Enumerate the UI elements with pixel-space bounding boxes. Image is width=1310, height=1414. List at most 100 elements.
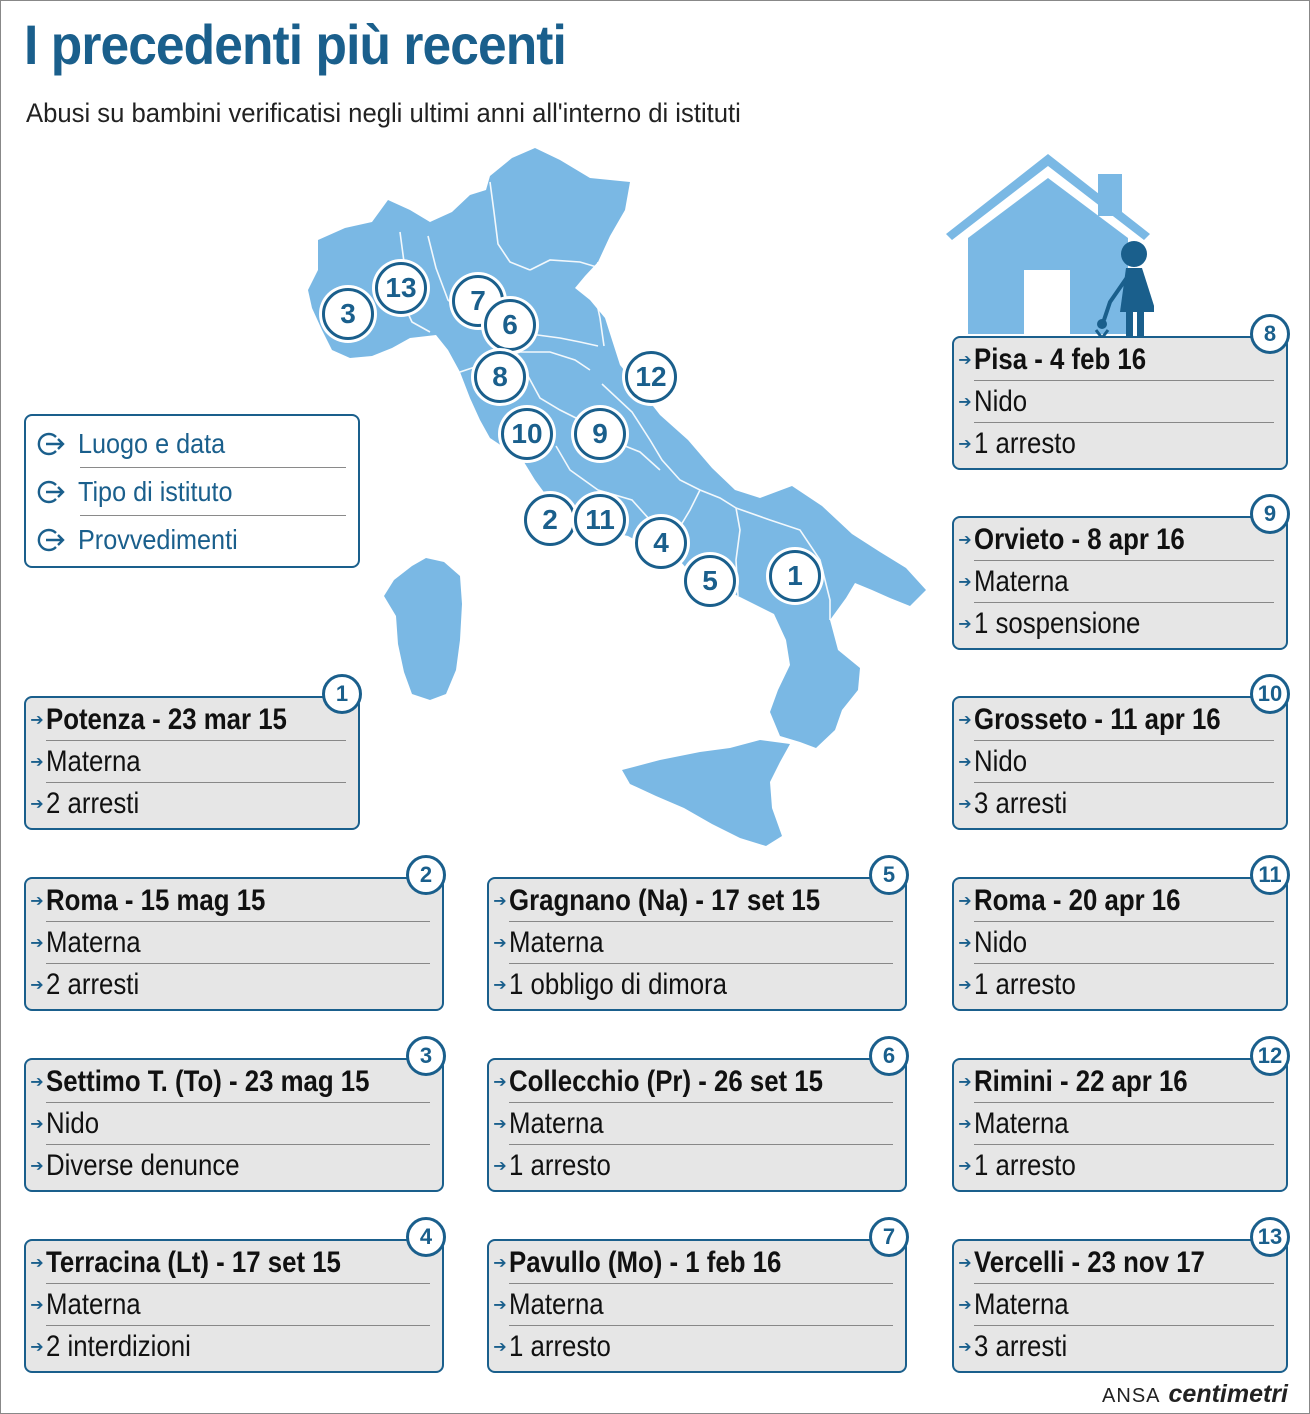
card-divider [509,1144,893,1145]
case-number-badge: 7 [869,1217,909,1257]
case-place: Terracina (Lt) - 17 set 15 [46,1246,341,1279]
case-number-badge: 9 [1250,494,1290,534]
case-measure: Diverse denunce [46,1149,240,1182]
card-divider [46,963,430,964]
card-divider [509,1325,893,1326]
case-measure: 1 arresto [974,427,1076,460]
map-pin-9[interactable]: 9 [574,408,626,460]
case-card-3: ➔ Settimo T. (To) - 23 mag 15 ➔ Nido ➔ Dive… [24,1036,446,1192]
arrow-icon: ➔ [30,1116,44,1133]
legend-label-type: Tipo di istituto [78,476,233,507]
arrow-icon: ➔ [958,352,972,369]
arrow-circle-icon [37,480,65,504]
card-divider [974,921,1274,922]
case-card-9: ➔ Orvieto - 8 apr 16 ➔ Materna ➔ 1 sospensi… [952,494,1290,650]
case-number-badge: 5 [869,855,909,895]
arrow-icon: ➔ [30,1339,44,1356]
arrow-icon: ➔ [30,796,44,813]
card-divider [46,1283,430,1284]
case-place: Potenza - 23 mar 15 [46,703,287,736]
case-type: Materna [509,1107,604,1140]
case-card-7: ➔ Pavullo (Mo) - 1 feb 16 ➔ Materna ➔ 1 arr… [487,1217,909,1373]
map-pin-2[interactable]: 2 [524,494,576,546]
credit-brand: centimetri [1168,1380,1288,1408]
italy-map [308,148,926,846]
case-type: Materna [974,565,1069,598]
map-pin-8[interactable]: 8 [474,351,526,403]
map-pin-1[interactable]: 1 [769,550,821,602]
arrow-icon: ➔ [493,1255,507,1272]
card-divider [974,963,1274,964]
case-card-10: ➔ Grosseto - 11 apr 16 ➔ Nido ➔ 3 arresti 1… [952,674,1290,830]
arrow-icon: ➔ [30,712,44,729]
case-type: Materna [509,1288,604,1321]
map-pin-4[interactable]: 4 [635,517,687,569]
case-number-badge: 2 [406,855,446,895]
arrow-icon: ➔ [958,796,972,813]
house-child-icon [946,154,1154,341]
legend-divider [80,467,346,468]
case-card-12: ➔ Rimini - 22 apr 16 ➔ Materna ➔ 1 arresto … [952,1036,1290,1192]
legend-item-measures: Provvedimenti [32,517,346,563]
case-place: Rimini - 22 apr 16 [974,1065,1188,1098]
case-card-6: ➔ Collecchio (Pr) - 26 set 15 ➔ Materna ➔ 1… [487,1036,909,1192]
case-type: Materna [46,1288,141,1321]
case-type: Nido [46,1107,100,1140]
arrow-icon: ➔ [493,1074,507,1091]
arrow-icon: ➔ [493,1116,507,1133]
arrow-icon: ➔ [30,1074,44,1091]
arrow-icon: ➔ [493,977,507,994]
map-pin-3[interactable]: 3 [322,288,374,340]
arrow-icon: ➔ [958,1158,972,1175]
arrow-circle-icon [37,528,65,552]
map-pin-10[interactable]: 10 [501,408,553,460]
case-measure: 1 arresto [509,1149,611,1182]
case-place: Grosseto - 11 apr 16 [974,703,1221,736]
case-number-badge: 6 [869,1036,909,1076]
arrow-icon: ➔ [958,754,972,771]
arrow-icon: ➔ [30,893,44,910]
card-divider [974,1283,1274,1284]
arrow-icon: ➔ [493,1158,507,1175]
arrow-icon: ➔ [958,394,972,411]
case-card-11: ➔ Roma - 20 apr 16 ➔ Nido ➔ 1 arresto 11 [952,855,1290,1011]
card-divider [46,1325,430,1326]
map-pin-12[interactable]: 12 [625,351,677,403]
case-measure: 2 arresti [46,968,140,1001]
arrow-icon: ➔ [958,935,972,952]
arrow-icon: ➔ [493,935,507,952]
arrow-icon: ➔ [958,436,972,453]
case-card-5: ➔ Gragnano (Na) - 17 set 15 ➔ Materna ➔ 1 o… [487,855,909,1011]
case-place: Pavullo (Mo) - 1 feb 16 [509,1246,782,1279]
arrow-icon: ➔ [958,616,972,633]
map-pin-11[interactable]: 11 [574,494,626,546]
case-number-badge: 11 [1250,855,1290,895]
legend-divider [80,515,346,516]
card-divider [46,921,430,922]
case-place: Collecchio (Pr) - 26 set 15 [509,1065,824,1098]
case-number-badge: 12 [1250,1036,1290,1076]
card-divider [974,422,1274,423]
card-divider [46,782,346,783]
arrow-icon: ➔ [30,977,44,994]
arrow-icon: ➔ [30,1255,44,1272]
case-card-13: ➔ Vercelli - 23 nov 17 ➔ Materna ➔ 3 arrest… [952,1217,1290,1373]
case-measure: 1 sospensione [974,607,1141,640]
card-divider [974,560,1274,561]
map-pin-13[interactable]: 13 [375,262,427,314]
arrow-icon: ➔ [30,754,44,771]
map-pin-6[interactable]: 6 [484,299,536,351]
card-divider [974,782,1274,783]
case-type: Materna [46,745,141,778]
case-measure: 1 arresto [974,968,1076,1001]
card-divider [46,740,346,741]
card-divider [974,740,1274,741]
case-type: Nido [974,926,1028,959]
case-measure: 2 interdizioni [46,1330,191,1363]
map-pin-5[interactable]: 5 [684,555,736,607]
case-card-1: ➔ Potenza - 23 mar 15 ➔ Materna ➔ 2 arresti… [24,674,362,830]
arrow-icon: ➔ [958,574,972,591]
arrow-circle-icon [37,432,65,456]
case-measure: 1 arresto [509,1330,611,1363]
case-card-2: ➔ Roma - 15 mag 15 ➔ Materna ➔ 2 arresti 2 [24,855,446,1011]
